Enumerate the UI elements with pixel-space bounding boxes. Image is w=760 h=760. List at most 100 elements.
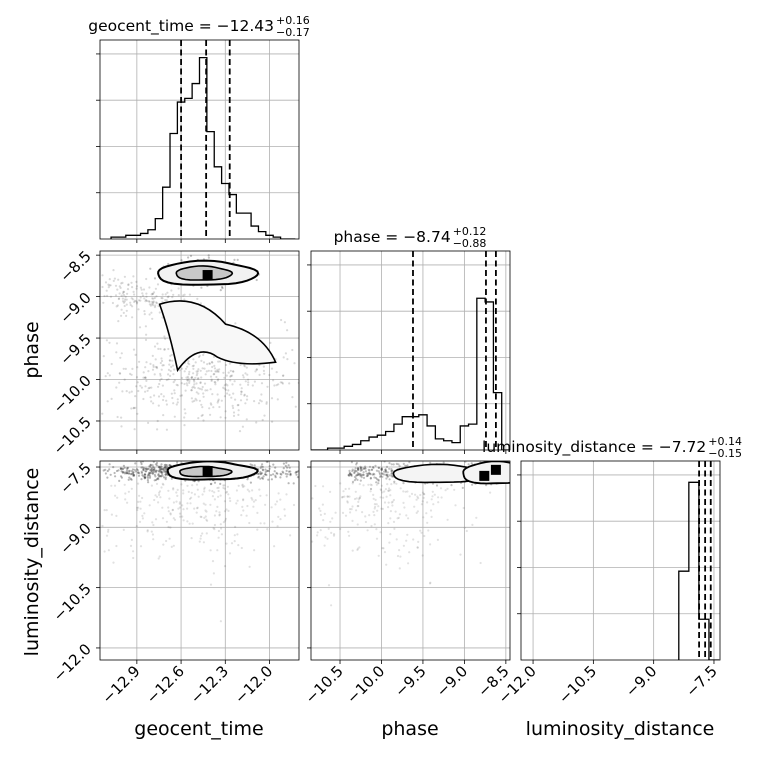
scatter-point xyxy=(103,509,106,512)
scatter-point xyxy=(381,472,384,475)
scatter-point xyxy=(183,298,186,301)
scatter-point xyxy=(362,484,365,487)
scatter-point xyxy=(151,302,154,305)
scatter-point xyxy=(196,507,199,510)
scatter-point xyxy=(149,396,152,399)
scatter-point xyxy=(178,512,182,515)
scatter-point xyxy=(137,474,141,477)
scatter-point xyxy=(213,523,216,527)
scatter-point xyxy=(243,485,246,488)
scatter-point xyxy=(284,352,287,355)
scatter-point xyxy=(390,501,393,504)
scatter-point xyxy=(289,534,292,537)
scatter-point xyxy=(102,355,105,358)
scatter-point xyxy=(141,294,145,297)
scatter-point xyxy=(232,392,235,395)
y-tick-label: −7.5 xyxy=(56,459,94,497)
scatter-point xyxy=(186,384,189,387)
scatter-point xyxy=(224,517,228,520)
scatter-point xyxy=(112,279,115,282)
scatter-point xyxy=(387,522,390,525)
scatter-point xyxy=(230,542,234,545)
scatter-point xyxy=(160,377,163,380)
scatter-point xyxy=(351,468,354,471)
scatter-point xyxy=(108,463,111,466)
scatter-point xyxy=(259,472,262,475)
scatter-point xyxy=(143,475,146,478)
scatter-point xyxy=(209,503,212,506)
scatter-point xyxy=(322,519,325,522)
scatter-point xyxy=(172,293,175,296)
scatter-point xyxy=(245,514,248,517)
scatter-point xyxy=(221,287,224,290)
scatter-point xyxy=(209,375,213,378)
scatter-point xyxy=(158,555,161,558)
scatter-point xyxy=(186,375,189,378)
scatter-point xyxy=(387,489,390,492)
scatter-point xyxy=(104,472,107,475)
scatter-point xyxy=(259,466,262,470)
scatter-point xyxy=(143,467,146,470)
scatter-point xyxy=(164,463,167,466)
scatter-point xyxy=(202,392,205,395)
scatter-point xyxy=(161,471,164,474)
scatter-point xyxy=(152,297,155,300)
scatter-point xyxy=(248,521,251,525)
scatter-point xyxy=(381,547,384,550)
x-axis-label-luminosity-distance: luminosity_distance xyxy=(526,718,715,740)
scatter-point xyxy=(150,484,153,487)
panel-phase-luminosity-distance xyxy=(307,460,511,664)
scatter-point xyxy=(128,469,131,472)
scatter-point xyxy=(184,389,187,392)
scatter-point xyxy=(288,466,291,469)
scatter-point xyxy=(190,389,193,392)
scatter-point xyxy=(110,513,113,516)
scatter-point xyxy=(120,425,123,428)
scatter-point xyxy=(358,473,361,476)
scatter-point xyxy=(266,469,269,472)
scatter-point xyxy=(375,537,379,540)
scatter-point xyxy=(152,523,155,527)
scatter-point xyxy=(120,416,123,419)
scatter-point xyxy=(240,514,243,517)
title-minus: −0.88 xyxy=(453,237,487,250)
scatter-point xyxy=(121,468,124,471)
scatter-point xyxy=(253,380,256,383)
scatter-point xyxy=(204,509,207,512)
scatter-point xyxy=(137,308,140,311)
scatter-point xyxy=(205,510,208,513)
scatter-point xyxy=(120,476,123,479)
scatter-point xyxy=(250,496,253,500)
scatter-point xyxy=(247,381,250,384)
scatter-point xyxy=(274,503,277,506)
scatter-point xyxy=(135,300,138,303)
scatter-point xyxy=(211,495,214,498)
scatter-point xyxy=(251,464,254,467)
scatter-point xyxy=(229,499,232,503)
scatter-point xyxy=(283,514,287,517)
scatter-point xyxy=(156,477,159,481)
y-tick-label: −8.5 xyxy=(56,247,94,285)
scatter-point xyxy=(381,475,384,478)
scatter-point xyxy=(122,290,125,293)
scatter-point xyxy=(268,465,271,468)
scatter-point xyxy=(120,314,123,317)
scatter-point xyxy=(223,484,226,487)
scatter-point xyxy=(361,510,364,514)
scatter-point xyxy=(350,461,353,464)
scatter-point xyxy=(182,294,185,297)
scatter-point xyxy=(285,475,288,478)
scatter-point xyxy=(326,537,329,540)
scatter-point xyxy=(125,314,128,317)
scatter-point xyxy=(264,468,267,471)
scatter-point xyxy=(183,293,186,296)
scatter-point xyxy=(195,483,199,486)
scatter-point xyxy=(148,300,151,303)
scatter-point xyxy=(151,354,154,357)
scatter-point xyxy=(358,483,361,486)
scatter-point xyxy=(277,383,280,386)
scatter-point xyxy=(139,461,143,464)
scatter-point xyxy=(439,487,443,490)
scatter-point xyxy=(135,302,139,305)
scatter-point xyxy=(209,388,212,391)
